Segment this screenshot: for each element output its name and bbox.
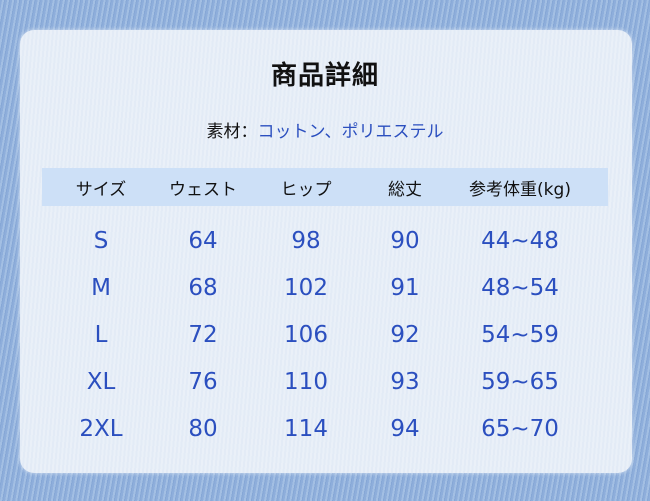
cell-size: L bbox=[94, 322, 108, 348]
cell-size: S bbox=[93, 228, 109, 254]
detail-panel bbox=[20, 30, 632, 473]
cell-waist: 76 bbox=[188, 369, 218, 395]
cell-size: 2XL bbox=[79, 416, 123, 442]
cell-waist: 68 bbox=[188, 275, 218, 301]
header-waist: ウェスト bbox=[169, 180, 237, 200]
material-line: 素材：コットン、ポリエステル bbox=[0, 117, 650, 142]
table-header-band bbox=[42, 168, 608, 206]
cell-hip: 102 bbox=[284, 275, 328, 301]
cell-hip: 110 bbox=[284, 369, 328, 395]
header-hip: ヒップ bbox=[280, 180, 332, 200]
cell-length: 92 bbox=[390, 322, 420, 348]
material-label: 素材： bbox=[206, 122, 258, 142]
cell-length: 91 bbox=[390, 275, 420, 301]
header-size: サイズ bbox=[75, 180, 127, 200]
cell-hip: 114 bbox=[284, 416, 328, 442]
header-weight: 参考体重(kg) bbox=[469, 180, 571, 200]
cell-length: 93 bbox=[390, 369, 420, 395]
cell-weight: 48~54 bbox=[481, 275, 559, 301]
cell-length: 90 bbox=[390, 228, 420, 254]
page-title: 商品詳細 bbox=[270, 61, 379, 91]
cell-weight: 54~59 bbox=[481, 322, 559, 348]
header-length: 総丈 bbox=[388, 180, 422, 200]
cell-size: XL bbox=[86, 369, 116, 395]
cell-size: M bbox=[91, 275, 111, 301]
cell-hip: 106 bbox=[284, 322, 328, 348]
cell-weight: 65~70 bbox=[481, 416, 559, 442]
cell-hip: 98 bbox=[291, 228, 321, 254]
cell-waist: 72 bbox=[188, 322, 218, 348]
cell-waist: 64 bbox=[188, 228, 218, 254]
cell-weight: 59~65 bbox=[481, 369, 559, 395]
material-value: コットン、ポリエステル bbox=[257, 122, 444, 142]
cell-waist: 80 bbox=[188, 416, 218, 442]
cell-weight: 44~48 bbox=[481, 228, 559, 254]
cell-length: 94 bbox=[390, 416, 420, 442]
